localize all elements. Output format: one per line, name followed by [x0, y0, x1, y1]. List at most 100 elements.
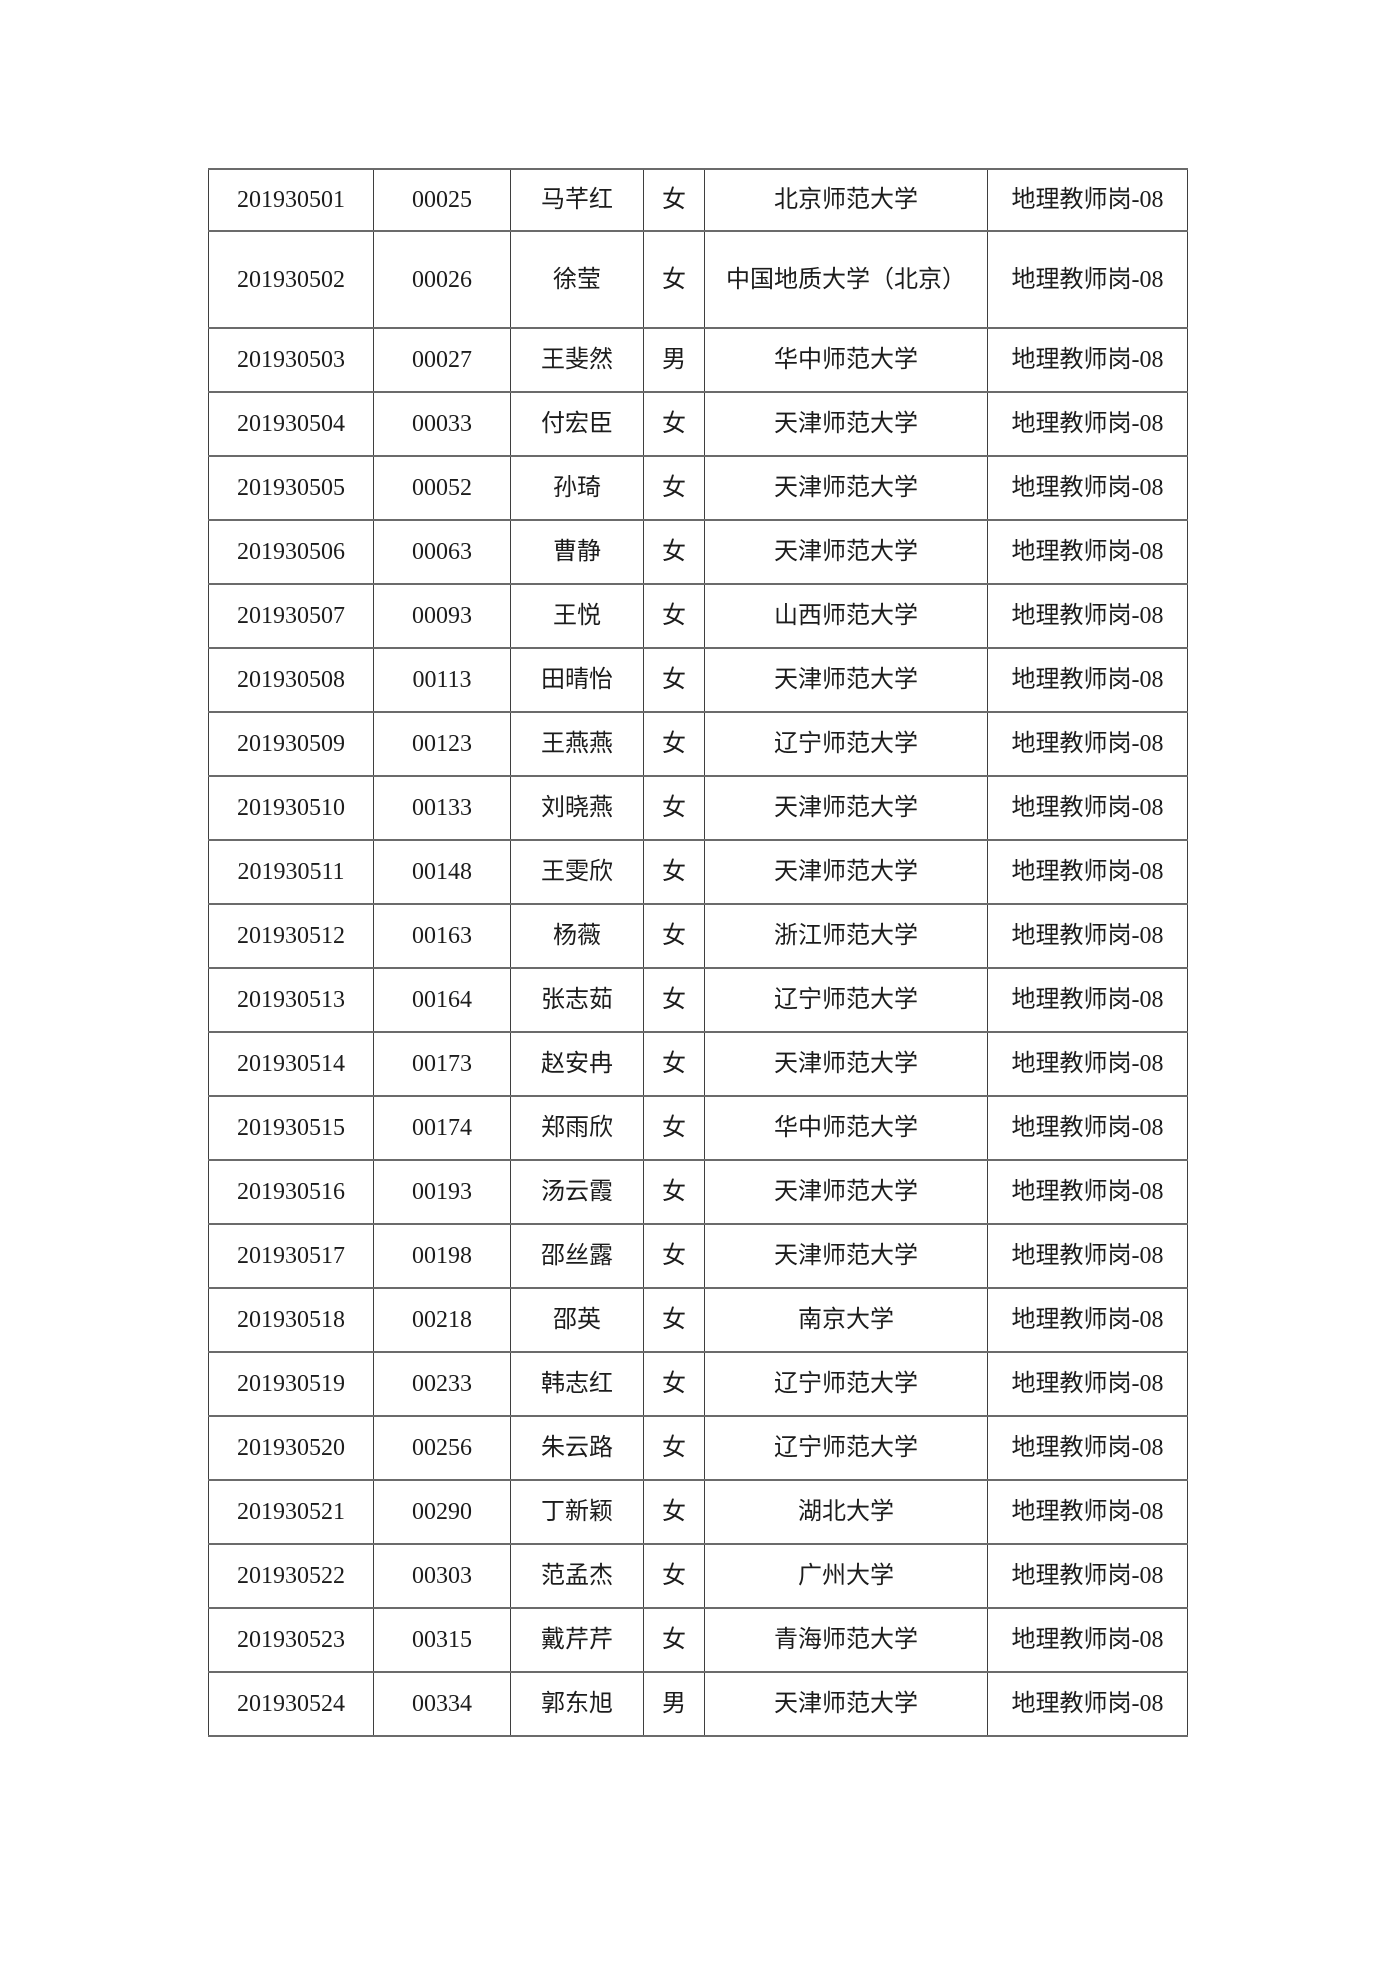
- cell-candidate-number: 201930511: [208, 839, 374, 905]
- cell-gender: 女: [643, 391, 705, 457]
- cell-candidate-number: 201930518: [208, 1287, 374, 1353]
- table-row: 201930517 00198 邵丝露 女 天津师范大学 地理教师岗-08: [208, 1223, 1188, 1289]
- cell-university: 天津师范大学: [704, 647, 988, 713]
- cell-candidate-number: 201930519: [208, 1351, 374, 1417]
- cell-registration-code: 00113: [373, 647, 511, 713]
- cell-gender: 女: [643, 1223, 705, 1289]
- cell-gender: 女: [643, 1607, 705, 1673]
- cell-candidate-number: 201930504: [208, 391, 374, 457]
- cell-name: 汤云霞: [510, 1159, 644, 1225]
- cell-candidate-number: 201930516: [208, 1159, 374, 1225]
- table-row: 201930520 00256 朱云路 女 辽宁师范大学 地理教师岗-08: [208, 1415, 1188, 1481]
- cell-candidate-number: 201930517: [208, 1223, 374, 1289]
- cell-position: 地理教师岗-08: [987, 775, 1188, 841]
- cell-university: 天津师范大学: [704, 839, 988, 905]
- cell-name: 戴芹芹: [510, 1607, 644, 1673]
- cell-registration-code: 00133: [373, 775, 511, 841]
- table-row: 201930523 00315 戴芹芹 女 青海师范大学 地理教师岗-08: [208, 1607, 1188, 1673]
- cell-gender: 女: [643, 903, 705, 969]
- cell-candidate-number: 201930506: [208, 519, 374, 585]
- cell-university: 天津师范大学: [704, 1671, 988, 1737]
- cell-registration-code: 00123: [373, 711, 511, 777]
- cell-name: 杨薇: [510, 903, 644, 969]
- cell-position: 地理教师岗-08: [987, 230, 1188, 329]
- cell-university: 天津师范大学: [704, 391, 988, 457]
- cell-position: 地理教师岗-08: [987, 1223, 1188, 1289]
- cell-university: 天津师范大学: [704, 455, 988, 521]
- cell-registration-code: 00233: [373, 1351, 511, 1417]
- cell-university: 青海师范大学: [704, 1607, 988, 1673]
- cell-position: 地理教师岗-08: [987, 1607, 1188, 1673]
- cell-name: 田晴怡: [510, 647, 644, 713]
- cell-position: 地理教师岗-08: [987, 903, 1188, 969]
- cell-candidate-number: 201930515: [208, 1095, 374, 1161]
- cell-name: 范孟杰: [510, 1543, 644, 1609]
- cell-gender: 女: [643, 1159, 705, 1225]
- cell-name: 王悦: [510, 583, 644, 649]
- cell-name: 王燕燕: [510, 711, 644, 777]
- cell-university: 天津师范大学: [704, 519, 988, 585]
- cell-registration-code: 00093: [373, 583, 511, 649]
- table-row: 201930515 00174 郑雨欣 女 华中师范大学 地理教师岗-08: [208, 1095, 1188, 1161]
- cell-registration-code: 00174: [373, 1095, 511, 1161]
- cell-university: 辽宁师范大学: [704, 1351, 988, 1417]
- cell-registration-code: 00315: [373, 1607, 511, 1673]
- table-row: 201930509 00123 王燕燕 女 辽宁师范大学 地理教师岗-08: [208, 711, 1188, 777]
- table-row: 201930524 00334 郭东旭 男 天津师范大学 地理教师岗-08: [208, 1671, 1188, 1737]
- cell-candidate-number: 201930524: [208, 1671, 374, 1737]
- cell-registration-code: 00164: [373, 967, 511, 1033]
- cell-position: 地理教师岗-08: [987, 1671, 1188, 1737]
- table-row: 201930508 00113 田晴怡 女 天津师范大学 地理教师岗-08: [208, 647, 1188, 713]
- table-row: 201930512 00163 杨薇 女 浙江师范大学 地理教师岗-08: [208, 903, 1188, 969]
- cell-position: 地理教师岗-08: [987, 1095, 1188, 1161]
- cell-position: 地理教师岗-08: [987, 1479, 1188, 1545]
- cell-gender: 女: [643, 519, 705, 585]
- cell-registration-code: 00148: [373, 839, 511, 905]
- table-row: 201930519 00233 韩志红 女 辽宁师范大学 地理教师岗-08: [208, 1351, 1188, 1417]
- cell-university: 广州大学: [704, 1543, 988, 1609]
- cell-university: 浙江师范大学: [704, 903, 988, 969]
- cell-university: 天津师范大学: [704, 1159, 988, 1225]
- cell-candidate-number: 201930521: [208, 1479, 374, 1545]
- cell-position: 地理教师岗-08: [987, 1415, 1188, 1481]
- cell-candidate-number: 201930514: [208, 1031, 374, 1097]
- cell-name: 邵丝露: [510, 1223, 644, 1289]
- cell-name: 马芊红: [510, 168, 644, 232]
- cell-gender: 女: [643, 1351, 705, 1417]
- cell-position: 地理教师岗-08: [987, 1287, 1188, 1353]
- cell-candidate-number: 201930512: [208, 903, 374, 969]
- cell-name: 郭东旭: [510, 1671, 644, 1737]
- cell-name: 赵安冉: [510, 1031, 644, 1097]
- cell-position: 地理教师岗-08: [987, 391, 1188, 457]
- cell-position: 地理教师岗-08: [987, 1351, 1188, 1417]
- table-row: 201930502 00026 徐莹 女 中国地质大学（北京） 地理教师岗-08: [208, 230, 1188, 329]
- cell-position: 地理教师岗-08: [987, 519, 1188, 585]
- cell-name: 邵英: [510, 1287, 644, 1353]
- cell-university: 辽宁师范大学: [704, 1415, 988, 1481]
- cell-candidate-number: 201930502: [208, 230, 374, 329]
- cell-candidate-number: 201930508: [208, 647, 374, 713]
- cell-position: 地理教师岗-08: [987, 455, 1188, 521]
- cell-position: 地理教师岗-08: [987, 839, 1188, 905]
- cell-university: 中国地质大学（北京）: [704, 230, 988, 329]
- cell-gender: 女: [643, 839, 705, 905]
- cell-registration-code: 00027: [373, 327, 511, 393]
- cell-registration-code: 00063: [373, 519, 511, 585]
- cell-gender: 女: [643, 1543, 705, 1609]
- cell-registration-code: 00198: [373, 1223, 511, 1289]
- table-row: 201930505 00052 孙琦 女 天津师范大学 地理教师岗-08: [208, 455, 1188, 521]
- cell-gender: 女: [643, 711, 705, 777]
- table-row: 201930522 00303 范孟杰 女 广州大学 地理教师岗-08: [208, 1543, 1188, 1609]
- cell-gender: 男: [643, 1671, 705, 1737]
- cell-gender: 女: [643, 455, 705, 521]
- table-row: 201930510 00133 刘晓燕 女 天津师范大学 地理教师岗-08: [208, 775, 1188, 841]
- table-row: 201930518 00218 邵英 女 南京大学 地理教师岗-08: [208, 1287, 1188, 1353]
- cell-gender: 女: [643, 1479, 705, 1545]
- cell-position: 地理教师岗-08: [987, 967, 1188, 1033]
- cell-registration-code: 00163: [373, 903, 511, 969]
- cell-candidate-number: 201930501: [208, 168, 374, 232]
- cell-name: 张志茹: [510, 967, 644, 1033]
- results-table-body: 201930501 00025 马芊红 女 北京师范大学 地理教师岗-08 20…: [208, 168, 1188, 1737]
- cell-registration-code: 00290: [373, 1479, 511, 1545]
- cell-university: 华中师范大学: [704, 327, 988, 393]
